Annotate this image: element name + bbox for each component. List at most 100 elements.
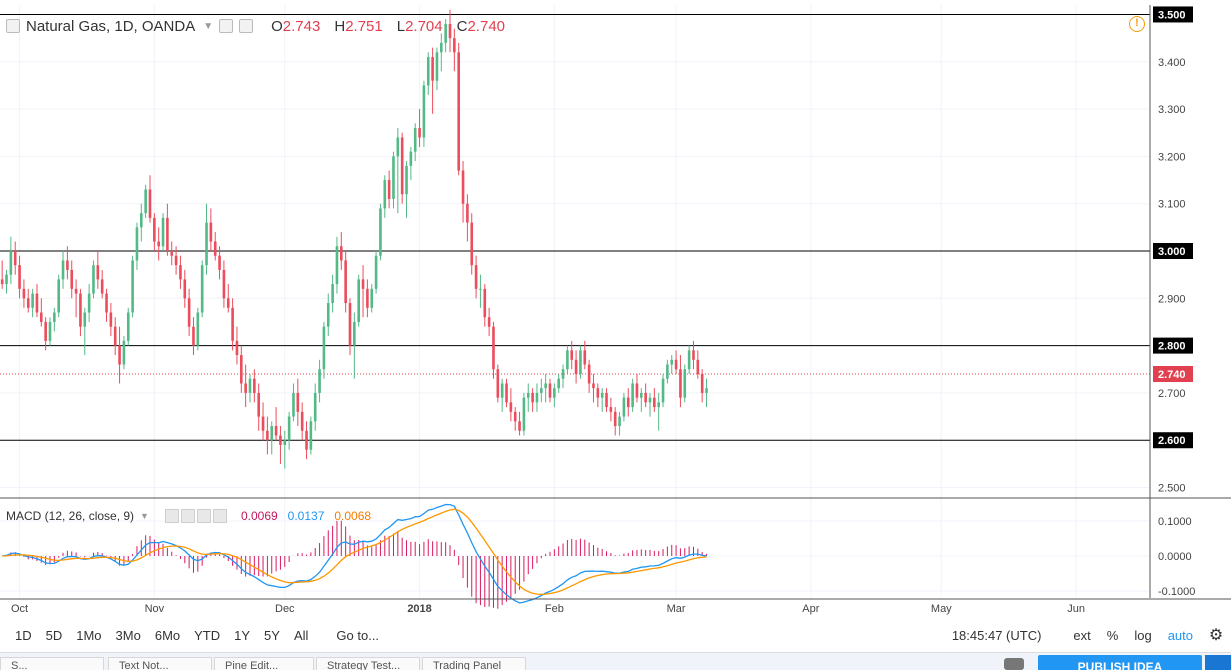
goto-button[interactable]: Go to...	[336, 627, 380, 643]
y-tick-label: 3.500	[1158, 9, 1186, 21]
ext-toggle[interactable]: ext	[1073, 627, 1091, 643]
candle-body	[196, 312, 200, 346]
candle-body	[144, 189, 147, 214]
macd-tick-label: -0.1000	[1158, 586, 1195, 598]
high-label: H	[334, 17, 346, 35]
candle-body	[79, 293, 82, 327]
candle-body	[600, 392, 604, 398]
range-button-ytd[interactable]: YTD	[194, 627, 221, 643]
collapse-icon[interactable]	[6, 19, 20, 33]
clock-readout[interactable]: 18:45:47 (UTC)	[951, 627, 1042, 643]
tab-stock-screener[interactable]: S...	[0, 657, 104, 670]
candle-body	[526, 392, 530, 398]
x-tick-label: Mar	[667, 603, 686, 615]
settings-icon[interactable]	[180, 509, 195, 523]
candle-body	[26, 298, 30, 308]
candle-body	[592, 383, 595, 389]
y-tick-label: 2.500	[1158, 483, 1186, 495]
candle-body	[705, 388, 708, 393]
range-button-all[interactable]: All	[293, 627, 309, 643]
candle-body	[557, 378, 560, 389]
x-tick-label: Feb	[545, 603, 564, 615]
candle-body	[535, 392, 539, 403]
candle-body	[435, 52, 439, 81]
candle-body	[383, 180, 387, 209]
candle-body	[113, 326, 117, 346]
tab-pine-editor[interactable]: Pine Edit...	[214, 657, 314, 670]
candle-body	[387, 180, 391, 199]
settings-icon[interactable]	[239, 19, 254, 33]
eye-icon[interactable]	[219, 19, 234, 33]
range-button-5d[interactable]: 5D	[45, 627, 63, 643]
macd-legend: MACD (12, 26, close, 9) ▼ 0.0069 0.0137 …	[6, 507, 371, 525]
alert-icon[interactable]: !	[1129, 16, 1145, 32]
candle-body	[661, 378, 665, 403]
candle-body	[87, 293, 91, 313]
candle-body	[131, 260, 134, 313]
range-button-3mo[interactable]: 3Mo	[115, 627, 141, 643]
range-button-1mo[interactable]: 1Mo	[76, 627, 102, 643]
tab-trading-panel[interactable]: Trading Panel	[422, 657, 526, 670]
current-price-label: 2.740	[1158, 369, 1186, 381]
candle-body	[609, 407, 613, 412]
candle-body	[340, 246, 343, 261]
candle-body	[413, 128, 417, 152]
candle-body	[292, 392, 295, 417]
publish-idea-button[interactable]: PUBLISH IDEA	[1038, 655, 1202, 670]
candle-body	[74, 288, 78, 294]
bottom-toolbar: 1D 5D 1Mo 3Mo 6Mo YTD 1Y 5Y All Go to...…	[0, 622, 1231, 648]
candle-body	[509, 402, 513, 412]
candle-body	[261, 416, 265, 431]
x-tick-label: Dec	[275, 603, 295, 615]
candle-body	[361, 279, 365, 289]
range-button-1d[interactable]: 1D	[15, 627, 32, 643]
candle-body	[109, 312, 113, 327]
candle-body	[248, 378, 252, 393]
range-button-5y[interactable]: 5Y	[264, 627, 280, 643]
chevron-down-icon[interactable]: ▼	[140, 511, 149, 521]
candle-body	[426, 57, 430, 86]
range-button-1y[interactable]: 1Y	[234, 627, 251, 643]
candle-body	[579, 350, 582, 374]
add-icon[interactable]	[196, 509, 211, 523]
range-button-6mo[interactable]: 6Mo	[154, 627, 181, 643]
eye-icon[interactable]	[164, 509, 179, 523]
macd-controls	[164, 509, 227, 523]
chevron-down-icon[interactable]: ▼	[203, 20, 214, 32]
candle-body	[648, 397, 652, 403]
percent-toggle[interactable]: %	[1106, 627, 1119, 643]
candle-body	[135, 227, 139, 261]
candle-body	[405, 165, 408, 195]
candle-body	[83, 312, 87, 327]
y-tick-label: 3.300	[1158, 104, 1186, 116]
candle-body	[318, 369, 321, 393]
tab-strategy-tester[interactable]: Strategy Test...	[316, 657, 420, 670]
macd-value-signal: 0.0068	[334, 509, 372, 523]
candle-body	[57, 279, 60, 313]
symbol-title[interactable]: Natural Gas, 1D, OANDA	[26, 17, 196, 35]
y-tick-label: 3.100	[1158, 199, 1186, 211]
gear-icon[interactable]: ⚙	[1208, 627, 1224, 644]
candle-body	[631, 383, 634, 408]
candle-body	[70, 269, 74, 289]
candle-body	[213, 241, 217, 256]
tab-text-notes[interactable]: Text Not...	[108, 657, 212, 670]
play-icon[interactable]	[1205, 655, 1231, 670]
candle-body	[622, 397, 626, 417]
macd-tick-label: 0.0000	[1158, 551, 1192, 563]
candle-body	[566, 350, 569, 370]
y-tick-label: 3.400	[1158, 57, 1186, 69]
camera-icon[interactable]	[1004, 658, 1024, 670]
candle-body	[474, 265, 478, 289]
candle-body	[205, 222, 208, 266]
log-toggle[interactable]: log	[1134, 627, 1152, 643]
macd-title[interactable]: MACD (12, 26, close, 9)	[6, 509, 135, 523]
auto-toggle[interactable]: auto	[1167, 627, 1193, 643]
y-tick-label: 2.900	[1158, 293, 1186, 305]
macd-line	[2, 503, 707, 604]
candle-body	[574, 359, 578, 374]
y-tick-label: 3.200	[1158, 151, 1186, 163]
close-icon[interactable]	[212, 509, 227, 523]
candle-body	[379, 208, 382, 256]
